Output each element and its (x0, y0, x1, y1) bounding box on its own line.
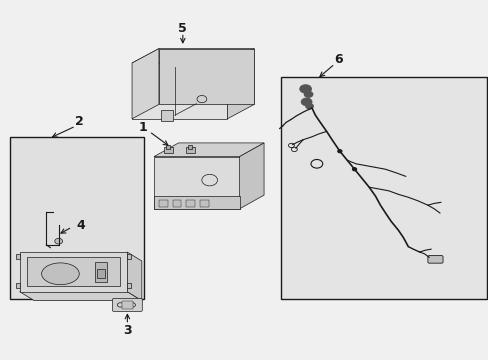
Text: 6: 6 (333, 53, 342, 66)
Bar (154, 196, 239, 209)
Text: 2: 2 (75, 115, 83, 128)
Polygon shape (159, 49, 254, 104)
Bar (97, 269, 104, 278)
Bar (163, 147, 172, 153)
Bar (16, 254, 20, 259)
Bar (16, 283, 20, 288)
Circle shape (305, 103, 313, 109)
Bar (166, 145, 170, 149)
Polygon shape (20, 292, 142, 301)
Polygon shape (154, 143, 264, 157)
Bar (127, 283, 131, 288)
Bar (160, 110, 173, 121)
Bar (27, 257, 120, 286)
Bar (281, 77, 486, 299)
Text: 5: 5 (178, 22, 187, 35)
Bar (186, 200, 195, 207)
Circle shape (352, 168, 356, 171)
Bar (122, 301, 133, 309)
Circle shape (337, 150, 341, 153)
FancyBboxPatch shape (112, 298, 142, 311)
Text: 4: 4 (77, 219, 85, 232)
Polygon shape (239, 143, 264, 209)
Bar (154, 157, 239, 209)
Polygon shape (132, 49, 159, 119)
FancyBboxPatch shape (427, 256, 442, 263)
Bar (172, 200, 181, 207)
Bar (95, 262, 107, 282)
Bar (20, 252, 127, 292)
Circle shape (300, 98, 312, 106)
Bar (127, 254, 131, 259)
Bar (159, 200, 167, 207)
Polygon shape (227, 49, 254, 119)
Bar (10, 137, 144, 299)
Bar (188, 145, 192, 149)
Bar (185, 147, 194, 153)
Circle shape (299, 84, 311, 94)
Text: 3: 3 (123, 324, 131, 337)
Bar (132, 63, 227, 119)
Bar (200, 200, 208, 207)
Polygon shape (138, 103, 240, 113)
Polygon shape (127, 252, 142, 301)
Circle shape (55, 238, 62, 244)
Polygon shape (132, 49, 254, 63)
Circle shape (303, 91, 313, 98)
Text: 1: 1 (139, 121, 147, 134)
Ellipse shape (41, 263, 79, 285)
